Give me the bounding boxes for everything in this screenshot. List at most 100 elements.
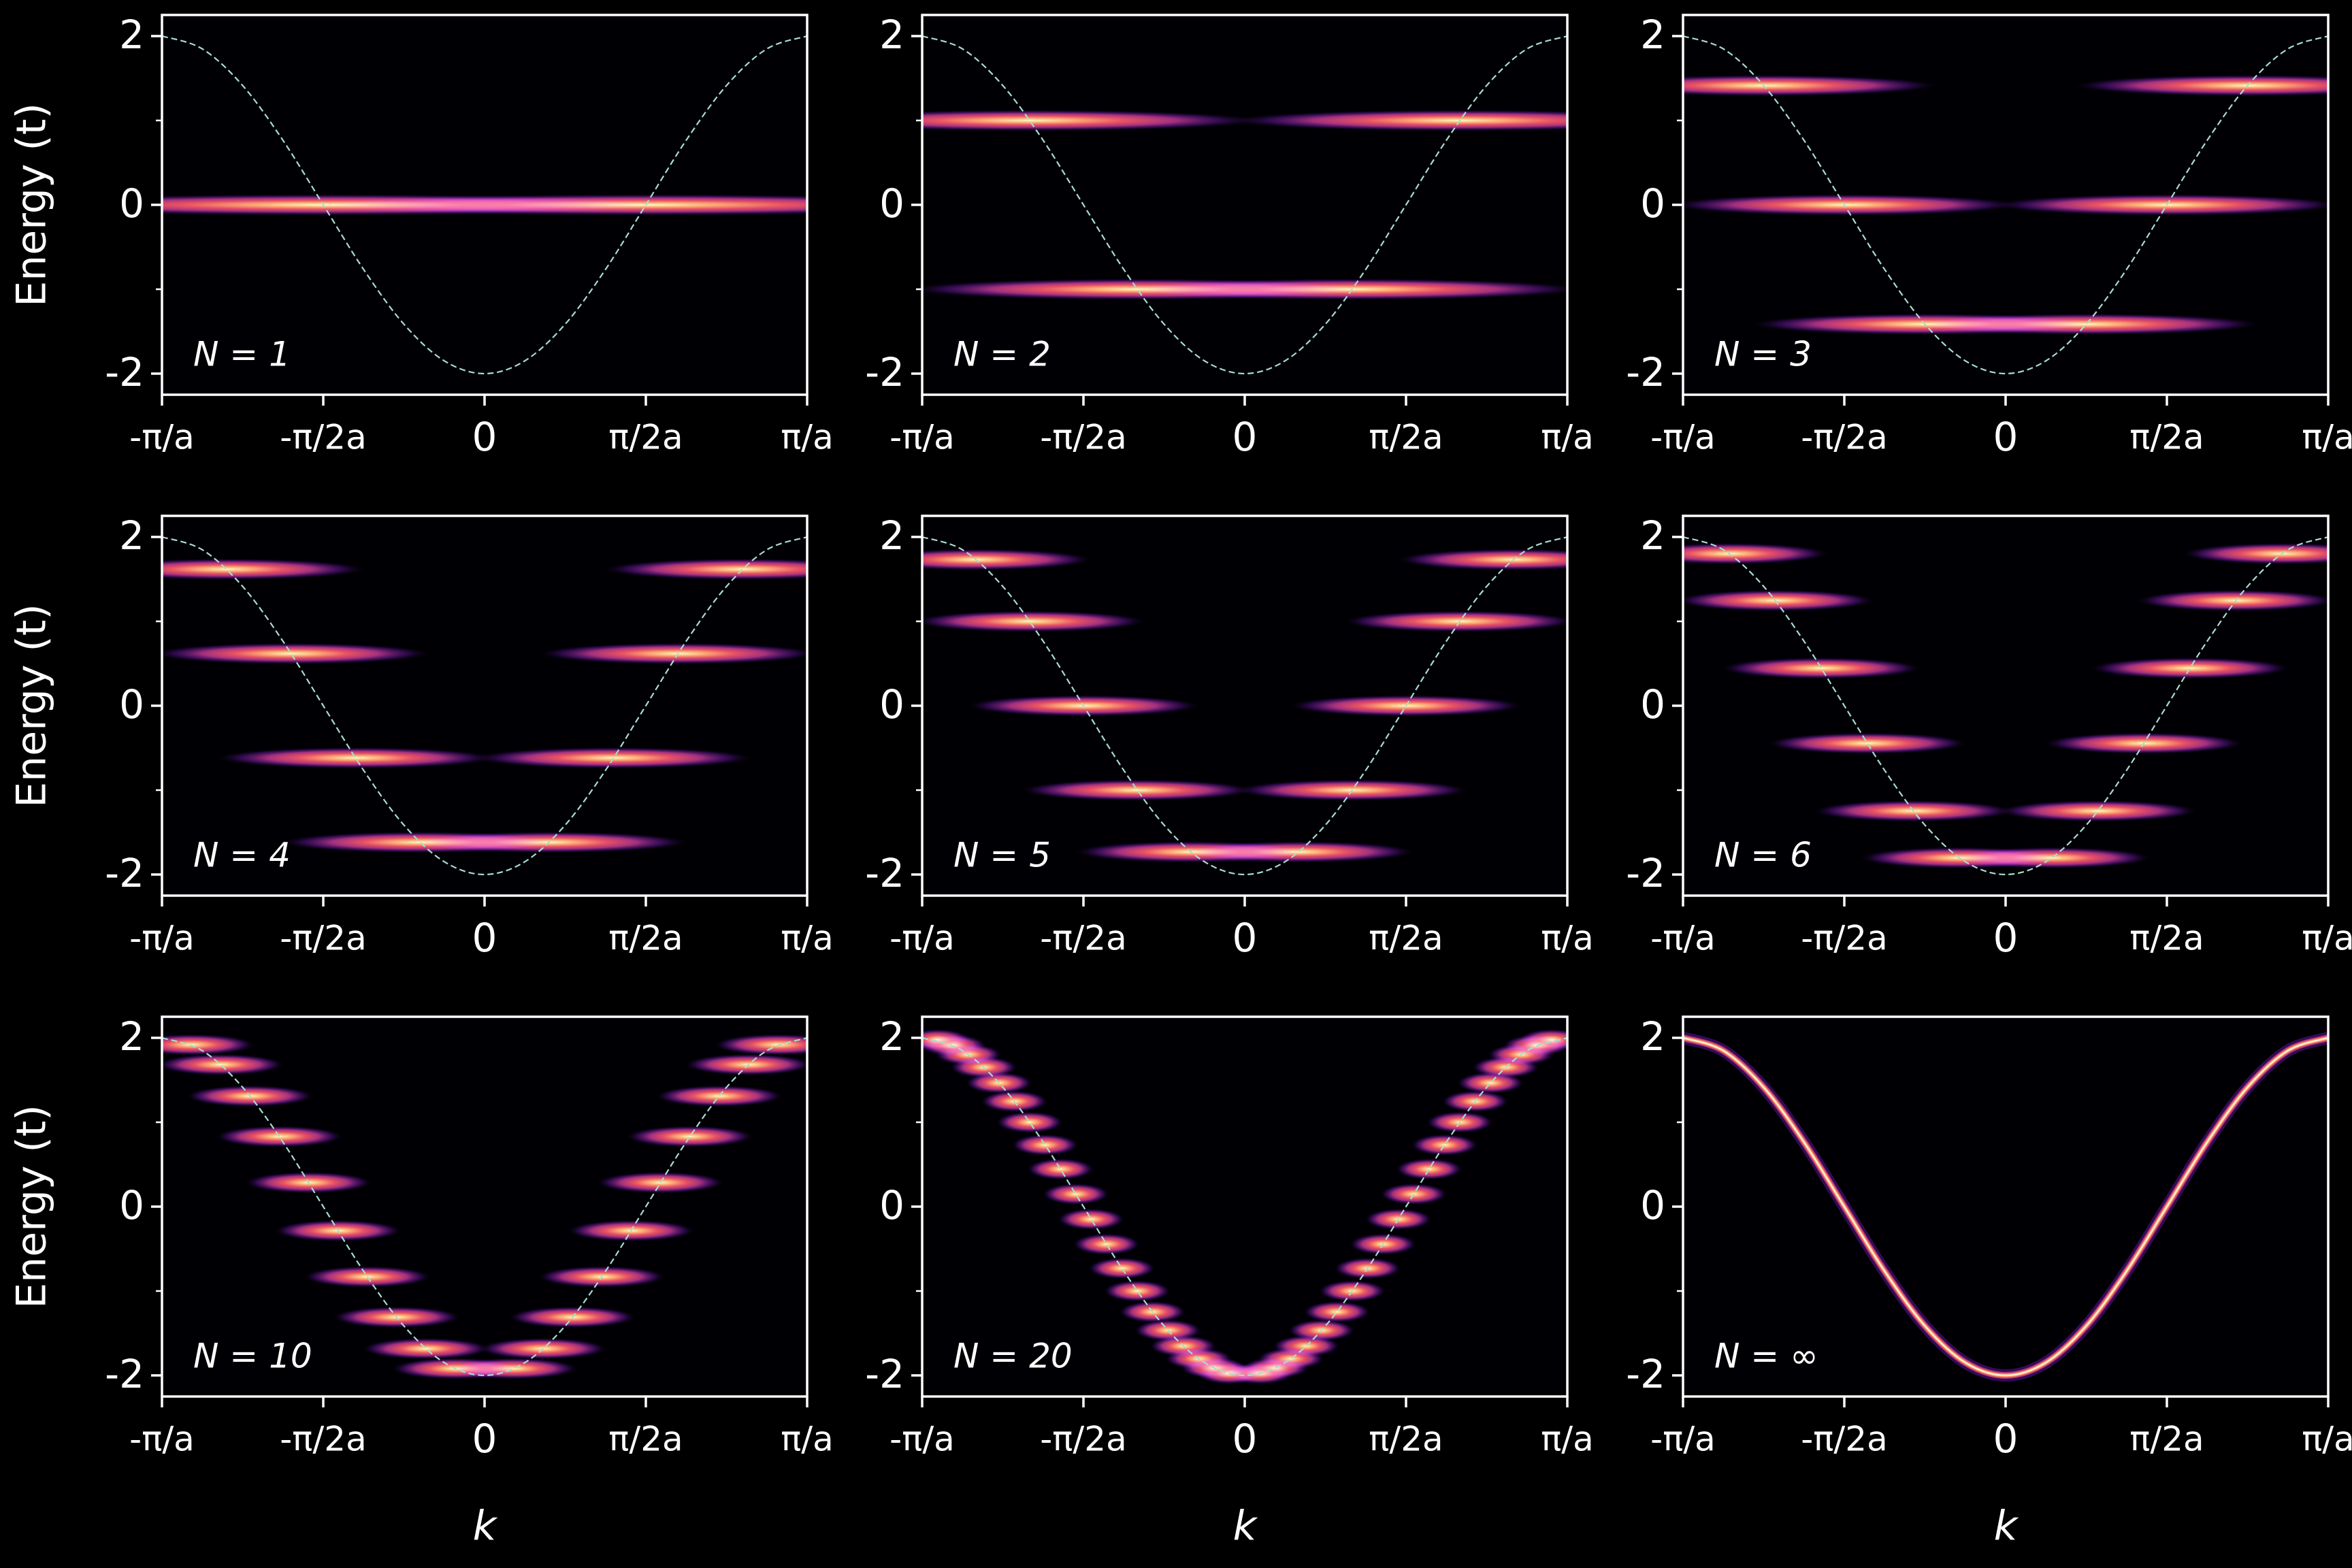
x-tick-label: -π/a — [1650, 919, 1716, 958]
panel-label: N = 2 — [953, 335, 1051, 374]
x-tick-label: -π/a — [129, 919, 195, 958]
spectral-peak — [2088, 657, 2291, 679]
x-tick-label: π/2a — [1369, 418, 1443, 457]
spectral-peak — [291, 194, 807, 216]
x-tick-label: π/2a — [2129, 1420, 2204, 1459]
panel-label: N = 3 — [1714, 335, 1812, 374]
plot-background — [162, 1017, 807, 1396]
spectral-peak — [1057, 1208, 1125, 1230]
x-tick-label: -π/2a — [1801, 418, 1887, 457]
y-tick-label: 2 — [119, 512, 144, 559]
y-axis-label: Energy (t) — [8, 103, 56, 306]
y-tick-label: 0 — [1640, 1182, 1665, 1228]
plot-area — [922, 35, 1567, 375]
plot-area — [162, 1034, 807, 1379]
x-tick-label: π/2a — [608, 418, 683, 457]
panel-label: N = 20 — [953, 1337, 1073, 1376]
x-tick-label: 0 — [1232, 1416, 1258, 1462]
x-tick-label: -π/2a — [280, 1420, 366, 1459]
spectral-peak — [1011, 1134, 1079, 1156]
panel: -2 0 2 -π/a -π/2a 0 π/2a π/a N = 4 Energy (t) — [8, 512, 834, 961]
x-tick-label: π/a — [2302, 1420, 2352, 1459]
spectral-peak — [1019, 779, 1256, 801]
x-tick-label: -π/2a — [280, 418, 366, 457]
plot-background — [1683, 516, 2328, 896]
free-dispersion — [1683, 35, 2328, 375]
y-tick-label: 2 — [1640, 512, 1665, 559]
panel: -2 0 2 -π/a -π/2a 0 π/2a π/a N = 20 k — [865, 1013, 1594, 1550]
free-dispersion — [1683, 536, 2328, 876]
y-tick-label: 2 — [1640, 1013, 1665, 1060]
spectral-peak — [1765, 732, 1969, 755]
panel-label: N = 1 — [193, 335, 291, 374]
x-tick-label: -π/2a — [1040, 418, 1126, 457]
spectral-peak — [996, 1111, 1064, 1133]
spectral-peak — [1341, 610, 1567, 632]
x-tick-label: π/2a — [1369, 1420, 1443, 1459]
spectral-peak — [1996, 800, 2200, 822]
x-tick-label: -π/a — [889, 418, 955, 457]
x-tick-label: -π/a — [1650, 1420, 1716, 1459]
panel-label: N = ∞ — [1714, 1337, 1818, 1376]
y-tick-label: -2 — [105, 850, 144, 896]
x-tick-label: -π/a — [129, 1420, 195, 1459]
x-tick-label: 0 — [1232, 414, 1258, 460]
y-tick-label: 0 — [879, 681, 904, 728]
x-tick-label: -π/a — [1650, 418, 1716, 457]
plot-background — [922, 15, 1567, 395]
panel: -2 0 2 -π/a -π/2a 0 π/2a π/a N = ∞ k — [1626, 1013, 2352, 1550]
panel: -2 0 2 -π/a -π/2a 0 π/2a π/a N = 10 Energy (t) k — [8, 1013, 834, 1550]
panel: -2 0 2 -π/a -π/2a 0 π/2a π/a N = 6 — [1626, 512, 2352, 961]
spectral-peak — [1026, 1158, 1094, 1180]
y-tick-label: 0 — [879, 180, 904, 227]
y-tick-label: 2 — [879, 1013, 904, 1060]
spectral-peak — [1683, 194, 2022, 216]
x-tick-label: 0 — [472, 1416, 497, 1462]
free-dispersion — [162, 35, 807, 375]
x-tick-label: 0 — [472, 414, 497, 460]
spectral-peak — [1683, 74, 1942, 97]
y-tick-label: -2 — [865, 1351, 904, 1397]
plot-background — [1683, 1017, 2328, 1396]
spectral-peak — [536, 642, 807, 665]
spectral-peak — [1223, 110, 1567, 131]
y-tick-label: 2 — [879, 12, 904, 58]
y-tick-label: -2 — [1626, 349, 1665, 395]
y-tick-label: 2 — [119, 12, 144, 58]
spectral-peak — [449, 1357, 578, 1379]
panel: -2 0 2 -π/a -π/2a 0 π/2a π/a N = 1 Energy (t) — [8, 12, 834, 460]
spectral-peak — [162, 558, 369, 581]
x-tick-label: 0 — [1993, 915, 2019, 961]
free-dispersion — [922, 536, 1567, 876]
panel: -2 0 2 -π/a -π/2a 0 π/2a π/a N = 3 — [1626, 12, 2352, 460]
x-tick-label: π/a — [1541, 1420, 1594, 1459]
spectral-peak — [1950, 847, 2153, 869]
spectral-peak — [1115, 278, 1567, 300]
spectral-peak — [1395, 549, 1567, 571]
spectral-peak — [1683, 589, 1877, 612]
spectral-peak — [1395, 1158, 1463, 1180]
y-tick-label: 0 — [119, 1182, 144, 1228]
x-tick-label: π/a — [781, 1420, 834, 1459]
y-tick-label: -2 — [105, 1351, 144, 1397]
x-tick-label: 0 — [1993, 1416, 2019, 1462]
spectral-peak — [922, 610, 1148, 632]
x-tick-label: -π/2a — [1801, 919, 1887, 958]
spectral-peak — [1720, 657, 1923, 679]
plot-area — [162, 536, 807, 876]
panel: -2 0 2 -π/a -π/2a 0 π/2a π/a N = 5 — [865, 512, 1594, 961]
spectral-peak — [2070, 74, 2328, 97]
x-tick-label: π/2a — [2129, 919, 2204, 958]
spectral-peak — [1103, 1280, 1171, 1302]
x-tick-label: -π/2a — [1040, 1420, 1126, 1459]
spectral-peak — [713, 1034, 807, 1056]
spectral-peak — [600, 558, 807, 581]
plot-area — [1683, 1032, 2328, 1382]
x-tick-label: π/2a — [1369, 919, 1443, 958]
y-tick-label: -2 — [865, 349, 904, 395]
spectral-peak — [922, 110, 1267, 131]
y-tick-label: 0 — [119, 180, 144, 227]
plot-area — [1683, 35, 2328, 375]
y-tick-label: 2 — [119, 1013, 144, 1060]
